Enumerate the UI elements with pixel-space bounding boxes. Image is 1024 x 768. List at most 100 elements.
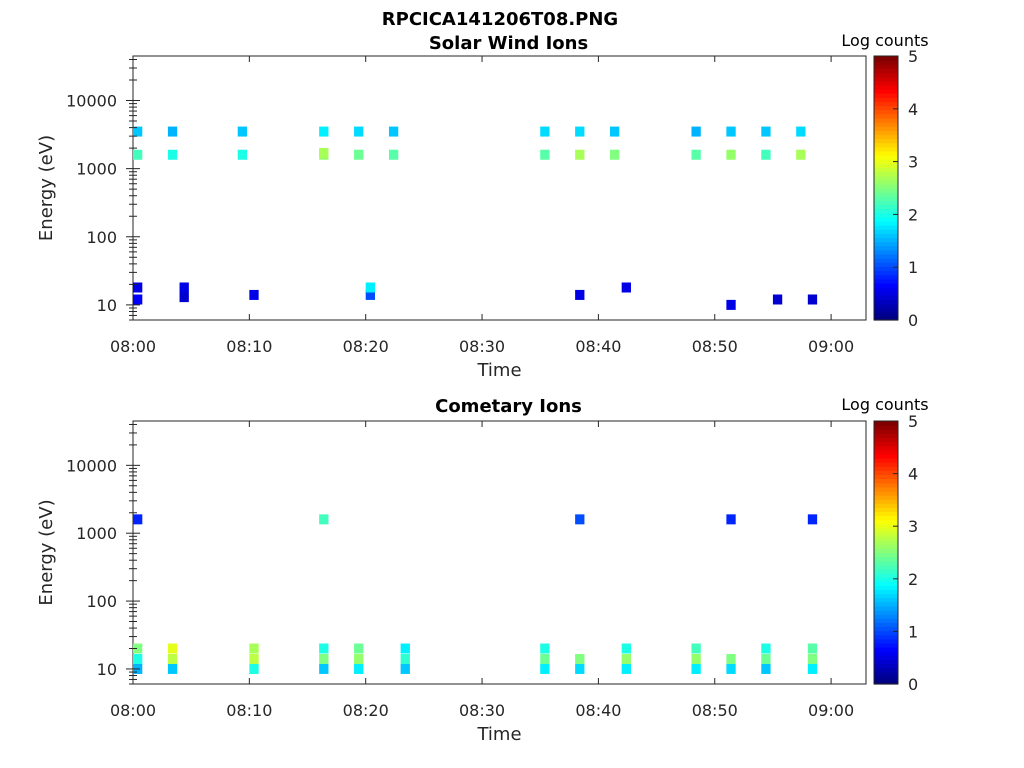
heatmap-cell bbox=[726, 663, 736, 674]
heatmap-cell bbox=[761, 663, 771, 674]
heatmap-cell bbox=[319, 126, 329, 137]
heatmap-cell bbox=[133, 149, 143, 160]
heatmap-cell bbox=[133, 294, 143, 305]
colorbar-segment bbox=[874, 68, 898, 74]
heatmap-cell bbox=[167, 654, 178, 665]
colorbar-segment bbox=[874, 122, 898, 127]
colorbar-tick-label: 3 bbox=[908, 153, 918, 172]
heatmap-cell bbox=[621, 654, 631, 665]
y-tick-label: 100 bbox=[86, 592, 117, 611]
heatmap-cell bbox=[726, 299, 736, 310]
colorbar-segment bbox=[874, 221, 898, 226]
heatmap-cell bbox=[807, 663, 818, 674]
x-tick-label: 08:10 bbox=[226, 701, 272, 720]
y-axis-label: Energy (eV) bbox=[36, 499, 57, 605]
colorbar-segment bbox=[874, 499, 898, 504]
colorbar-segment bbox=[874, 626, 898, 632]
colorbar-segment bbox=[874, 126, 898, 131]
colorbar-segment bbox=[874, 101, 898, 107]
colorbar-segment bbox=[874, 527, 898, 533]
colorbar-segment bbox=[874, 675, 898, 681]
heatmap-cell bbox=[249, 654, 259, 665]
colorbar-segment bbox=[874, 494, 898, 500]
colorbar-segment bbox=[874, 225, 898, 230]
y-tick-label: 1000 bbox=[76, 524, 117, 543]
x-tick-label: 08:30 bbox=[459, 701, 505, 720]
panel-2: 08:00 08:10 08:20 08:30 08:40 08:50 09:0010100… bbox=[36, 395, 929, 745]
colorbar-segment bbox=[874, 433, 898, 439]
x-tick-label: 08:50 bbox=[692, 337, 738, 356]
colorbar-segment bbox=[874, 159, 898, 164]
colorbar-segment bbox=[874, 548, 898, 554]
heatmap-cell bbox=[167, 663, 178, 674]
colorbar-segment bbox=[874, 245, 898, 251]
y-tick-label: 1000 bbox=[76, 160, 117, 179]
heatmap-cell bbox=[540, 643, 550, 654]
x-axis-label: Time bbox=[476, 724, 521, 745]
heatmap-cell bbox=[807, 294, 818, 305]
colorbar-segment bbox=[874, 274, 898, 280]
colorbar-segment bbox=[874, 470, 898, 476]
heatmap-cell bbox=[726, 126, 736, 137]
colorbar-segment bbox=[874, 171, 898, 177]
colorbar-segment bbox=[874, 503, 898, 508]
x-tick-label: 08:30 bbox=[459, 337, 505, 356]
colorbar-segment bbox=[874, 659, 898, 665]
heatmap-cell bbox=[540, 654, 550, 665]
colorbar-segment bbox=[874, 295, 898, 300]
colorbar-segment bbox=[874, 93, 898, 98]
colorbar-segment bbox=[874, 655, 898, 660]
heatmap-cell bbox=[249, 663, 259, 674]
heatmap-cell bbox=[540, 663, 550, 674]
plot-area bbox=[132, 420, 867, 685]
heatmap-cell bbox=[772, 294, 783, 305]
colorbar-segment bbox=[874, 192, 898, 197]
heatmap-cell bbox=[575, 663, 585, 674]
colorbar-segment bbox=[874, 605, 898, 611]
heatmap-cell bbox=[691, 149, 701, 160]
colorbar-tick-label: 5 bbox=[908, 47, 918, 66]
x-tick-label: 08:20 bbox=[343, 337, 389, 356]
colorbar-tick-label: 4 bbox=[908, 465, 918, 484]
colorbar-segment bbox=[874, 531, 898, 537]
colorbar-segment bbox=[874, 466, 898, 471]
panels: 08:00 08:10 08:20 08:30 08:40 08:50 09:0010100… bbox=[36, 31, 929, 745]
x-tick-label: 08:40 bbox=[575, 337, 621, 356]
colorbar-segment bbox=[874, 196, 898, 201]
heatmap-cell bbox=[575, 289, 585, 300]
colorbar-segment bbox=[874, 589, 898, 595]
heatmap-cell bbox=[133, 126, 143, 137]
heatmap-cell bbox=[540, 149, 550, 160]
colorbar-tick-label: 0 bbox=[908, 675, 918, 694]
colorbar-segment bbox=[874, 282, 898, 288]
x-tick-label: 09:00 bbox=[808, 337, 854, 356]
heatmap-cell bbox=[388, 149, 399, 160]
colorbar-segment bbox=[874, 241, 898, 247]
colorbar-segment bbox=[874, 597, 898, 603]
heatmap-cell bbox=[319, 147, 329, 158]
y-axis-label: Energy (eV) bbox=[36, 135, 57, 241]
colorbar-segment bbox=[874, 299, 898, 305]
colorbar-segment bbox=[874, 552, 898, 558]
heatmap-cell bbox=[796, 149, 806, 160]
colorbar-segment bbox=[874, 536, 898, 541]
heatmap-cell bbox=[133, 643, 143, 654]
heatmap-cell bbox=[319, 643, 329, 654]
colorbar-segment bbox=[874, 262, 898, 267]
colorbar-segment bbox=[874, 303, 898, 309]
heatmap-cell bbox=[179, 292, 189, 303]
colorbar-segment bbox=[874, 564, 898, 570]
heatmap-cell bbox=[249, 643, 259, 654]
colorbar-segment bbox=[874, 671, 898, 677]
heatmap-cell bbox=[354, 643, 364, 654]
panel-1: 08:00 08:10 08:20 08:30 08:40 08:50 09:0010100… bbox=[36, 31, 929, 381]
colorbar-segment bbox=[874, 618, 898, 623]
heatmap-cell bbox=[807, 654, 818, 665]
colorbar-tick-label: 4 bbox=[908, 100, 918, 119]
x-tick-label: 08:00 bbox=[110, 337, 156, 356]
colorbar-segment bbox=[874, 72, 898, 78]
colorbar-segment bbox=[874, 482, 898, 488]
heatmap-cell bbox=[691, 126, 701, 137]
colorbar-segment bbox=[874, 581, 898, 586]
